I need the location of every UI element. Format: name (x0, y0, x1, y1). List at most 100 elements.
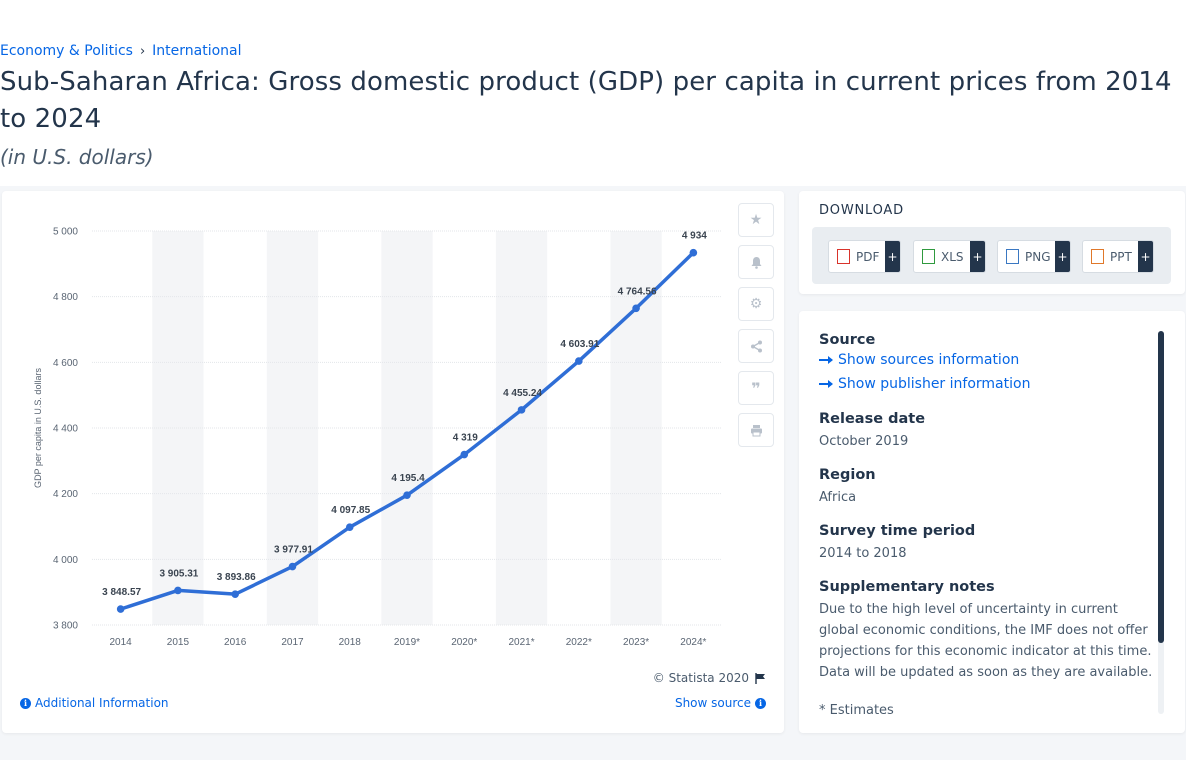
data-label: 3 848.57 (102, 587, 141, 598)
copyright: © Statista 2020 (653, 671, 766, 685)
data-label: 4 764.56 (618, 286, 657, 297)
supplementary-notes-section: Supplementary notes Due to the high leve… (819, 579, 1154, 683)
data-label: 3 893.86 (217, 572, 256, 583)
y-tick-label: 4 200 (53, 489, 78, 500)
data-label: 3 977.91 (274, 545, 313, 556)
data-label: 4 097.85 (331, 505, 370, 516)
scrollbar-thumb[interactable] (1158, 331, 1164, 643)
star-icon: ★ (749, 212, 763, 228)
show-publisher-link[interactable]: Show publisher information (819, 372, 1154, 396)
data-point (517, 406, 526, 414)
y-tick-label: 4 400 (53, 424, 78, 435)
ppt-file-icon (1091, 249, 1104, 264)
data-point (174, 586, 182, 595)
info-icon: i (755, 697, 766, 709)
survey-period-value: 2014 to 2018 (819, 546, 907, 561)
png-file-icon (1006, 249, 1019, 264)
y-axis-title: GDP per capita in U.S. dollars (33, 368, 43, 488)
data-point (288, 562, 297, 571)
show-sources-link[interactable]: Show sources information (819, 348, 1154, 372)
region-section: Region Africa (819, 467, 1154, 508)
region-value: Africa (819, 490, 857, 505)
data-label: 4 319 (453, 433, 478, 444)
y-tick-label: 4 000 (53, 555, 78, 566)
data-point (460, 450, 469, 459)
plus-icon: + (1055, 241, 1070, 272)
additional-information-link[interactable]: i Additional Information (20, 696, 169, 710)
survey-period-label: Survey time period (819, 523, 976, 539)
cite-button[interactable]: ❞ (738, 371, 774, 405)
x-tick-label: 2022* (566, 637, 592, 648)
download-png-label: PNG (1025, 249, 1051, 264)
breadcrumb-separator: › (139, 43, 146, 59)
flag-icon[interactable] (755, 672, 766, 684)
download-pdf-button[interactable]: PDF + (828, 240, 901, 273)
data-point (231, 590, 239, 598)
download-xls-label: XLS (941, 249, 964, 264)
breadcrumb-economy-politics[interactable]: Economy & Politics (0, 43, 133, 59)
download-png-button[interactable]: PNG + (997, 240, 1071, 273)
data-point (575, 357, 583, 365)
data-point (689, 248, 698, 257)
breadcrumb-international[interactable]: International (152, 43, 242, 59)
statistic-info-panel: Source Show sources information Show pub… (799, 311, 1185, 733)
column-band (152, 231, 204, 625)
x-tick-label: 2023* (623, 637, 649, 648)
page-header (0, 0, 1186, 186)
data-point (632, 304, 640, 313)
chart-card: 3 800 4 000 4 200 4 400 4 600 4 800 5 000 GDP p… (2, 191, 784, 733)
release-date-section: Release date October 2019 (819, 411, 1154, 452)
data-label: 4 455.24 (503, 388, 542, 399)
breadcrumb: Economy & Politics › International (0, 43, 242, 59)
info-icon: i (20, 697, 31, 709)
share-button[interactable] (738, 329, 774, 363)
page-title: Sub-Saharan Africa: Gross domestic produ… (0, 67, 1172, 134)
settings-button[interactable]: ⚙ (738, 287, 774, 321)
favorite-button[interactable]: ★ (738, 203, 774, 237)
data-point (345, 523, 354, 532)
print-button[interactable] (738, 413, 774, 447)
supplementary-notes-label: Supplementary notes (819, 579, 995, 595)
survey-period-section: Survey time period 2014 to 2018 (819, 523, 1154, 564)
additional-information-label: Additional Information (35, 696, 169, 710)
source-label: Source (819, 332, 876, 348)
info-content: Source Show sources information Show pub… (819, 332, 1154, 721)
show-publisher-label: Show publisher information (838, 376, 1031, 392)
source-section: Source Show sources information Show pub… (819, 332, 1154, 396)
bell-icon (751, 256, 761, 269)
x-tick-label: 2018 (339, 637, 362, 648)
notification-button[interactable] (738, 245, 774, 279)
line-chart: 3 800 4 000 4 200 4 400 4 600 4 800 5 000 GDP p… (33, 227, 722, 648)
gear-icon: ⚙ (749, 296, 763, 312)
x-tick-label: 2015 (167, 637, 190, 648)
download-ppt-button[interactable]: PPT + (1082, 240, 1154, 273)
pdf-file-icon (837, 249, 850, 264)
share-icon (750, 340, 762, 352)
arrow-right-icon (819, 380, 833, 388)
show-source-link[interactable]: Show source i (675, 696, 766, 710)
x-tick-label: 2021* (508, 637, 534, 648)
plus-icon: + (885, 241, 900, 272)
y-tick-label: 4 800 (53, 292, 78, 303)
download-title: DOWNLOAD (819, 203, 904, 218)
x-tick-label: 2019* (394, 637, 420, 648)
estimates-footnote: * Estimates (819, 703, 894, 718)
release-date-label: Release date (819, 411, 926, 427)
page-subtitle: (in U.S. dollars) (0, 145, 154, 169)
x-tick-label: 2024* (680, 637, 706, 648)
quote-icon: ❞ (751, 378, 761, 398)
y-tick-label: 5 000 (53, 227, 78, 238)
print-icon (750, 424, 762, 436)
arrow-right-icon (819, 356, 833, 364)
y-tick-label: 3 800 (53, 621, 78, 632)
data-point (403, 491, 411, 499)
column-band (495, 231, 548, 625)
plus-icon: + (1138, 241, 1153, 272)
download-xls-button[interactable]: XLS + (913, 240, 986, 273)
show-sources-label: Show sources information (838, 352, 1020, 368)
x-tick-label: 2014 (110, 637, 133, 648)
release-date-value: October 2019 (819, 434, 909, 449)
copyright-text: © Statista 2020 (652, 671, 749, 685)
supplementary-notes-value: Due to the high level of uncertainty in … (819, 602, 1153, 680)
xls-file-icon (922, 249, 935, 264)
